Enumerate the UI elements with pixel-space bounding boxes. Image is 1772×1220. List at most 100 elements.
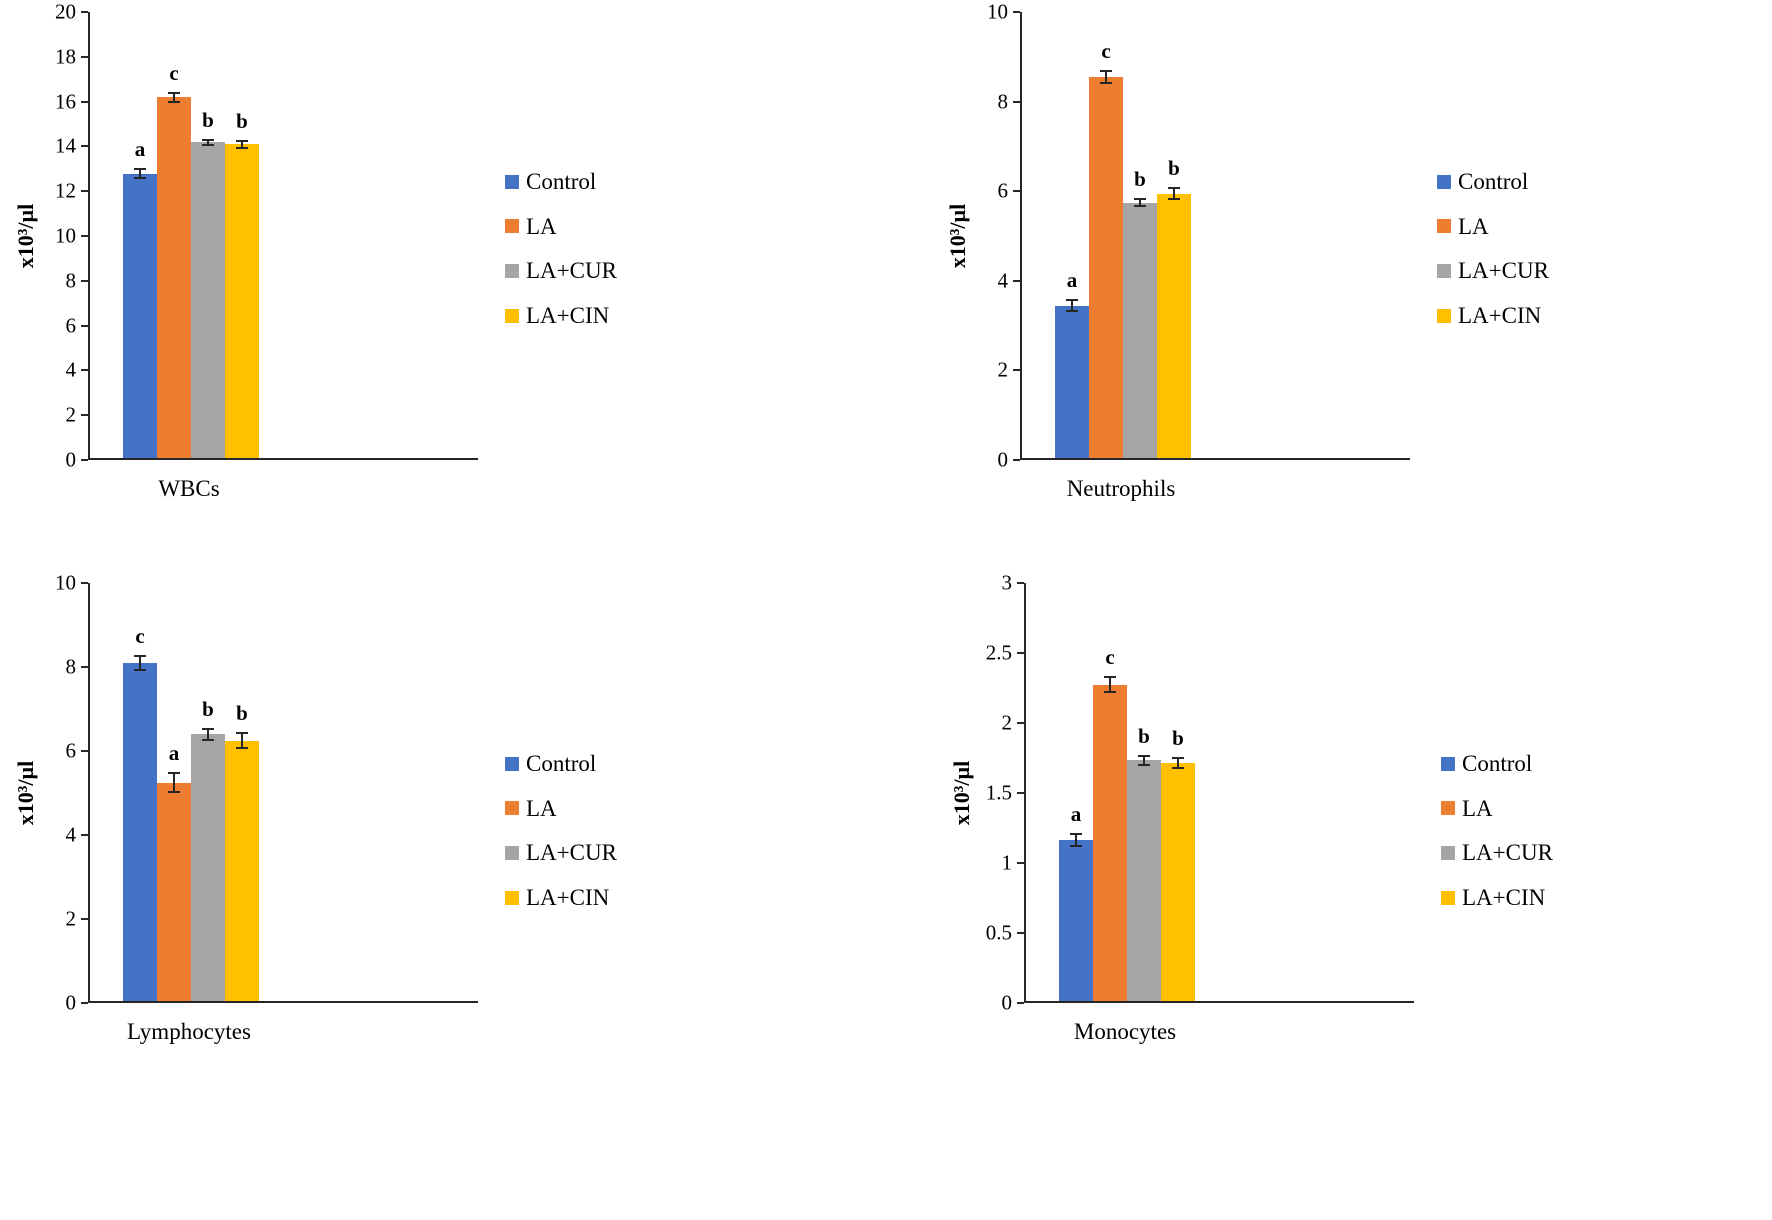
y-tick-mark (1013, 190, 1020, 193)
plot-area: 0 2 4 6 8 10 12 14 16 18 20 a c b b (55, 1, 478, 470)
plot-area: 0 2 4 6 8 10 c a b b (55, 572, 478, 1013)
error-bar-line (207, 138, 209, 146)
chart-panel-monocytes: x10³/µl 0 0.5 1 1.5 2 2.5 3 a c b b Monocytes Control… (886, 571, 1772, 1211)
chart-panel-wbcs: x10³/µl 0 2 4 6 8 10 12 14 16 18 20 a c b b WBCs Control L… (0, 0, 886, 640)
y-tick-label: 6 (65, 738, 77, 763)
bar-la (1093, 684, 1127, 1001)
error-bar-line (1173, 186, 1175, 201)
y-tick-mark (81, 750, 88, 752)
sig-letter-control: a (1070, 802, 1082, 826)
legend-item-la-cin: LA+CIN (1437, 302, 1549, 330)
legend-swatch-icon (1437, 263, 1451, 278)
legend-item-la: LA (505, 213, 617, 241)
error-bar-line (241, 139, 243, 149)
sig-letter-la-cur: b (1134, 167, 1146, 192)
error-bar-la-cur (202, 728, 214, 741)
y-tick-label: 16 (55, 89, 76, 114)
legend-swatch-icon (505, 174, 519, 189)
error-bar-line (139, 654, 141, 672)
legend: Control LA LA+CUR LA+CIN (1441, 750, 1553, 928)
y-tick-mark (1013, 459, 1020, 461)
legend-swatch-icon (1441, 890, 1455, 905)
sig-letter-la: a (168, 741, 180, 766)
legend-item-la: LA (1441, 795, 1553, 823)
error-bar-la (168, 772, 180, 794)
legend-label: LA+CUR (526, 258, 617, 284)
legend-item-control: Control (1441, 750, 1553, 778)
sig-letter-la-cin: b (236, 701, 248, 726)
y-tick-label: 6 (997, 178, 1009, 203)
error-bar-control (1066, 298, 1078, 313)
y-tick-mark (1013, 11, 1020, 13)
error-bar-line (173, 91, 175, 103)
y-tick-mark (81, 666, 88, 668)
error-bar-line (241, 732, 243, 749)
bar-la-cur (1123, 202, 1157, 458)
y-tick-mark (81, 145, 88, 148)
y-tick-mark (1017, 862, 1024, 864)
legend-swatch-icon (505, 219, 519, 234)
plot-area: 0 0.5 1 1.5 2 2.5 3 a c b b (986, 572, 1414, 1013)
legend-label: LA (526, 213, 557, 239)
legend-item-control: Control (505, 750, 617, 778)
error-bar-la-cin (236, 139, 248, 149)
y-tick-mark (81, 235, 88, 237)
error-bar-line (1075, 833, 1077, 847)
y-tick-mark (81, 918, 88, 920)
legend-label: LA+CIN (526, 302, 610, 328)
y-axis-label: x10³/µl (13, 760, 38, 826)
error-bar-line (207, 728, 209, 741)
y-tick-mark (81, 369, 88, 372)
error-bar-line (1071, 298, 1073, 313)
y-tick-label: 2 (1001, 710, 1013, 735)
chart-panel-neutrophils: x10³/µl 0 2 4 6 8 10 a c b b Neutrophils Control LA LA… (886, 0, 1772, 640)
x-axis-label: Monocytes (1073, 1019, 1177, 1044)
sig-letter-la: c (1105, 645, 1115, 670)
y-tick-label: 3 (1001, 570, 1013, 595)
y-tick-mark (81, 100, 88, 103)
y-tick-label: 10 (55, 223, 76, 248)
y-tick-mark (81, 414, 88, 417)
y-tick-mark (81, 459, 88, 461)
legend-label: LA (1462, 795, 1493, 821)
legend-label: Control (526, 751, 597, 776)
y-tick-mark (81, 279, 88, 282)
error-bar-line (1177, 757, 1179, 769)
y-tick-mark (1017, 722, 1024, 724)
legend-item-control: Control (1437, 168, 1549, 196)
legend-swatch-icon (1437, 219, 1451, 234)
y-tick-label: 8 (997, 89, 1009, 114)
y-tick-mark (1013, 100, 1020, 103)
y-tick-mark (81, 190, 88, 193)
error-bar-control (1070, 833, 1082, 847)
y-tick-mark (1017, 932, 1024, 934)
bar-la-cur (191, 734, 225, 1001)
y-tick-mark (1017, 652, 1024, 654)
y-tick-label: 0 (1001, 990, 1013, 1015)
sig-letter-la-cin: b (1168, 155, 1180, 180)
sig-letter-control: c (135, 623, 145, 648)
bar-la (157, 97, 191, 458)
error-bar-line (1105, 70, 1107, 84)
legend-label: Control (526, 169, 597, 194)
error-bar-la-cur (1134, 198, 1146, 208)
y-tick-mark (81, 324, 88, 327)
y-tick-label: 2.5 (985, 640, 1012, 665)
error-bar-la-cin (236, 732, 248, 749)
error-bar-la-cin (1168, 186, 1180, 201)
plot-area: 0 2 4 6 8 10 a c b b (987, 1, 1410, 470)
bar-control (123, 173, 157, 458)
error-bar-la (1104, 676, 1116, 693)
sig-letter-control: a (134, 136, 146, 161)
legend-swatch-icon (1441, 845, 1455, 860)
bar-control (123, 662, 157, 1001)
y-tick-mark (1017, 792, 1024, 794)
legend-swatch-icon (1441, 756, 1455, 771)
y-tick-label: 10 (987, 0, 1008, 24)
y-tick-label: 12 (55, 178, 76, 203)
error-bar-la-cur (1138, 754, 1150, 766)
y-tick-label: 2 (997, 357, 1009, 382)
y-tick-label: 0 (997, 447, 1009, 472)
y-tick-label: 4 (997, 268, 1009, 293)
